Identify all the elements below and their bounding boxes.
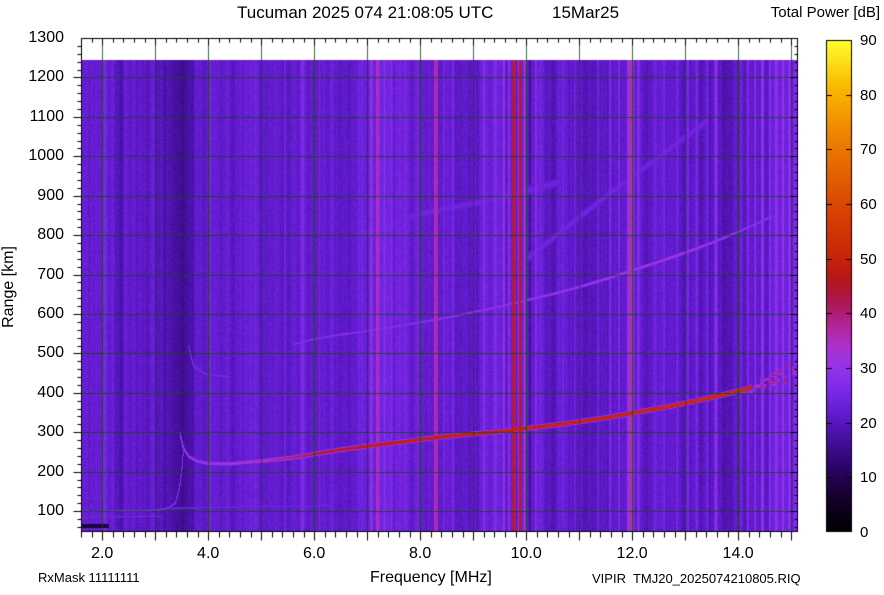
y-tick-label: 1300 [28,29,64,46]
y-tick-label: 600 [37,304,64,322]
x-tick-label: 4.0 [197,545,220,562]
x-tick-label: 6.0 [303,545,326,562]
colorbar-tick-label: 0 [860,524,869,541]
x-tick-label: 12.0 [616,545,648,562]
colorbar-tick-label: 40 [860,305,877,323]
rxmask-label: RxMask 11111111 [38,570,140,585]
colorbar-tick-label: 60 [860,196,877,213]
y-tick-label: 100 [37,502,64,520]
colorbar-tick-label: 50 [860,250,877,268]
colorbar-tick-label: 90 [860,32,877,49]
y-tick-label: 700 [37,265,64,283]
y-tick-label: 800 [37,226,64,244]
y-tick-label: 1100 [29,107,64,125]
y-tick-label: 400 [37,383,64,401]
y-tick-label: 1200 [28,68,64,86]
colorbar-title: Total Power [dB] [770,4,880,21]
filename-label: VIPIR TMJ20_2025074210805.RIQ [592,571,801,586]
y-axis-title: Range [km] [0,246,17,328]
colorbar-tick-label: 80 [860,86,877,104]
y-tick-label: 500 [37,344,64,362]
colorbar-tick-label: 10 [860,469,877,487]
colorbar-tick-label: 70 [860,141,877,159]
plot-title: Tucuman 2025 074 21:08:05 UTC [237,3,494,22]
x-axis-title: Frequency [MHz] [370,569,492,586]
y-tick-label: 300 [37,423,64,441]
x-tick-label: 10.0 [510,545,542,562]
x-tick-label: 2.0 [91,545,114,562]
x-tick-label: 8.0 [409,545,432,562]
y-tick-label: 900 [37,186,64,204]
colorbar-tick-label: 30 [860,360,877,377]
plot-date: 15Mar25 [552,3,620,22]
y-tick-label: 1000 [28,147,64,165]
colorbar-tick-label: 20 [860,414,877,432]
y-tick-label: 200 [37,462,64,480]
x-tick-label: 14.0 [722,545,754,562]
